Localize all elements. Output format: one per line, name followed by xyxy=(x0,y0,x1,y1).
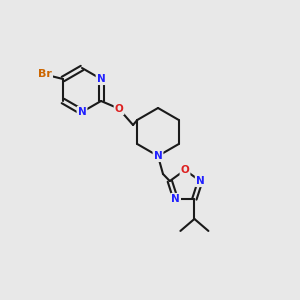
Text: N: N xyxy=(97,74,105,84)
Text: N: N xyxy=(196,176,205,186)
Text: Br: Br xyxy=(38,69,52,79)
Text: O: O xyxy=(115,104,123,114)
Text: N: N xyxy=(154,151,162,161)
Text: N: N xyxy=(171,194,180,204)
Text: O: O xyxy=(181,165,189,175)
Text: N: N xyxy=(78,107,86,117)
